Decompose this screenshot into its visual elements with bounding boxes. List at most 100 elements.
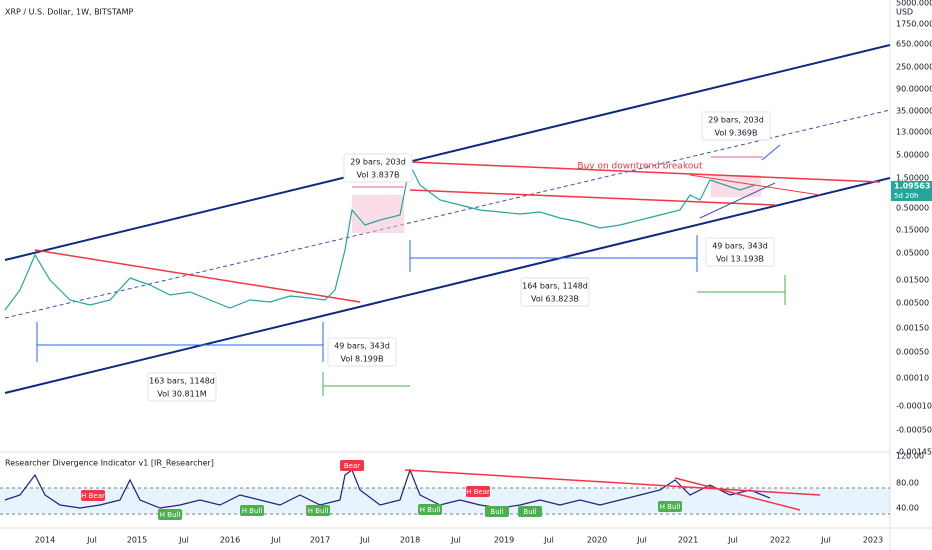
last-price-box — [891, 181, 932, 201]
annotation-text: Vol 9.369B — [715, 129, 758, 138]
signal-tag — [518, 506, 542, 517]
measure-arrows — [352, 156, 763, 188]
annotation-text: 49 bars, 343d — [334, 342, 390, 351]
price-tick-label: 650.00000 — [896, 40, 932, 49]
annotation-box — [147, 372, 217, 402]
signal-text: H Bull — [420, 506, 441, 514]
signal-tag — [466, 486, 490, 497]
price-tick-label: 0.00150 — [896, 324, 929, 333]
annotation-text: 163 bars, 1148d — [149, 377, 215, 386]
annotation-text: Vol 13.193B — [716, 255, 764, 264]
signal-text: Bear — [344, 462, 360, 470]
annotation-box — [343, 153, 413, 183]
channel-top — [4, 44, 891, 261]
price-tick-label: 0.00050 — [896, 348, 929, 357]
price-tick-label: 0.15000 — [896, 226, 929, 235]
trend-line — [409, 189, 776, 206]
annotation-text: Vol 63.823B — [531, 295, 579, 304]
time-tick-label: Jul — [727, 536, 738, 545]
div-line — [674, 477, 801, 511]
trend-line — [409, 161, 881, 183]
time-tick-label: 2019 — [494, 536, 514, 545]
annotation-text: 49 bars, 343d — [712, 242, 768, 251]
annotation-box — [701, 111, 771, 141]
measure-arrows — [36, 144, 781, 362]
time-tick-label: 2015 — [127, 536, 147, 545]
annotation-box — [327, 337, 397, 367]
time-tick-label: Jul — [359, 536, 370, 545]
time-tick-label: Jul — [450, 536, 461, 545]
signal-tag — [485, 506, 509, 517]
price-tick-label: 1750.00000 — [896, 20, 932, 29]
price-tick-label: -0.00050 — [896, 426, 932, 435]
signal-text: Bull — [490, 508, 503, 516]
indicator-tick-label: 120.00 — [896, 452, 924, 461]
indicator-path — [4, 468, 771, 509]
time-tick-label: 2018 — [400, 536, 420, 545]
annotation-text: 164 bars, 1148d — [522, 282, 588, 291]
price-tick-label: 0.50000 — [896, 204, 929, 213]
annotation-text: 29 bars, 203d — [350, 158, 406, 167]
price-tick-label: -0.00145 — [896, 448, 932, 457]
price-tick-label: 35.00000 — [896, 107, 932, 116]
signal-tag — [418, 504, 442, 515]
time-tick-label: Jul — [543, 536, 554, 545]
price-tick-label: 5000.00000 — [896, 0, 932, 8]
indicator-tick-label: 40.00 — [896, 504, 919, 513]
annotation-text: Vol 3.837B — [357, 171, 400, 180]
signal-tag — [158, 509, 182, 520]
signal-text: H Bull — [308, 507, 329, 515]
indicator-tick-label: 80.00 — [896, 479, 919, 488]
div-line — [404, 469, 821, 496]
trend-line — [34, 249, 361, 303]
trend-line — [699, 182, 776, 219]
signal-text: Bull — [523, 508, 536, 516]
time-tick-label: 2020 — [587, 536, 607, 545]
channel-bottom — [4, 177, 891, 394]
signal-text: H Bull — [160, 511, 181, 519]
signal-tag — [658, 501, 682, 512]
time-tick-label: 2021 — [678, 536, 698, 545]
signal-tag — [240, 505, 264, 516]
indicator-title: Researcher Divergence Indicator v1 [IR_R… — [5, 459, 214, 468]
time-tick-label: Jul — [178, 536, 189, 545]
note: Buy on downtrend breakout — [577, 162, 703, 172]
signal-text: H Bear — [466, 488, 490, 496]
time-tick-label: 2016 — [220, 536, 240, 545]
price-tick-label: 1.50000 — [896, 174, 929, 183]
price-tick-label: -0.00010 — [896, 402, 932, 411]
price-tick-label: 90.00000 — [896, 85, 932, 94]
price-tick-label: 250.00000 — [896, 63, 932, 72]
annotation-text: Vol 30.811M — [157, 390, 207, 399]
measure-arrows — [322, 275, 786, 396]
price-tick-label: 0.05000 — [896, 249, 929, 258]
signal-tag — [340, 460, 364, 471]
chart-title: XRP / U.S. Dollar, 1W, BITSTAMP — [5, 8, 134, 17]
currency: USD — [896, 8, 913, 17]
price-tick-label: 5.00000 — [896, 151, 929, 160]
time-tick-label: Jul — [820, 536, 831, 545]
price-tick-label: 13.00000 — [896, 128, 932, 137]
channel-mid — [4, 109, 891, 319]
price-tick-label: 0.00010 — [896, 374, 929, 383]
time-tick-label: 2023 — [863, 536, 883, 545]
time-tick-label: 2017 — [310, 536, 330, 545]
range-box — [352, 195, 404, 233]
last-price: 1.09563 — [894, 182, 930, 191]
signal-text: H Bull — [242, 507, 263, 515]
price-tick-label: 0.00500 — [896, 299, 929, 308]
time-tick-label: Jul — [636, 536, 647, 545]
time-tick-label: Jul — [270, 536, 281, 545]
price-path — [4, 163, 756, 311]
time-tick-label: 2014 — [35, 536, 55, 545]
annotation-box — [520, 277, 590, 307]
time-tick-label: Jul — [86, 536, 97, 545]
annotation-box — [705, 237, 775, 267]
countdown: 5d 20h — [894, 192, 918, 200]
price-tick-label: 0.01500 — [896, 276, 929, 285]
annotation-text: Vol 8.199B — [341, 355, 384, 364]
signal-text: H Bull — [660, 503, 681, 511]
time-tick-label: 2022 — [770, 536, 790, 545]
signal-tag — [81, 490, 105, 501]
